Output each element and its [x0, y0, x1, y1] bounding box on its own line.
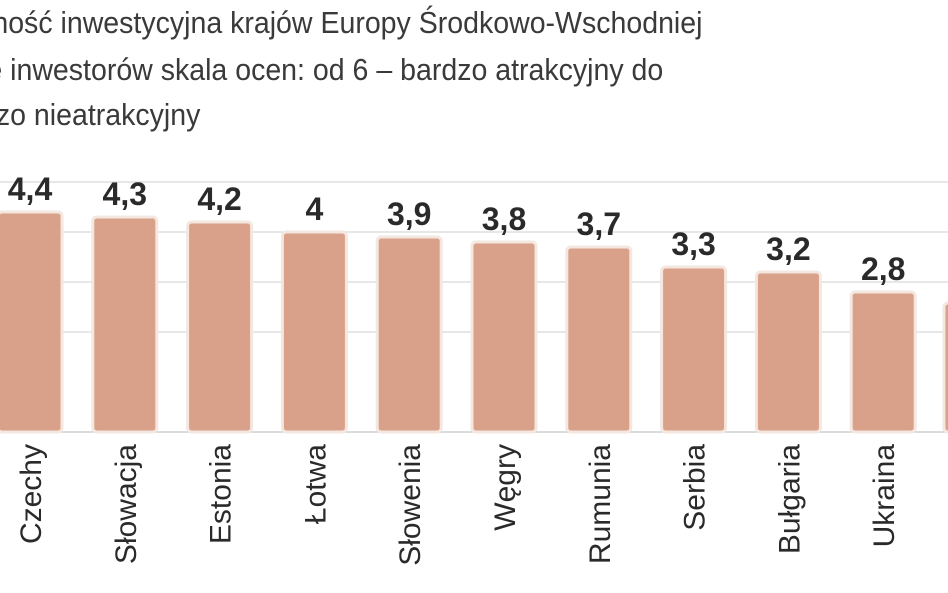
value-label: 4,2 [197, 181, 241, 217]
chart-title-line-1: jność inwestycyjna krajów Europy Środkow… [0, 5, 703, 40]
value-label: 3,2 [766, 231, 810, 267]
chart-title: jność inwestycyjna krajów Europy Środkow… [0, 0, 948, 140]
value-label: 4,4 [8, 171, 53, 207]
chart-title-line-2: ie inwestorów skala ocen: od 6 – bardzo … [0, 52, 664, 87]
value-label: 3,7 [577, 206, 621, 242]
category-label: Rumunia [584, 444, 617, 564]
category-label: Serbia [679, 444, 712, 531]
bar [375, 235, 443, 434]
value-label: 4,3 [103, 176, 147, 212]
category-label: Łotwa [299, 444, 332, 524]
bar [0, 210, 64, 434]
bar [849, 290, 917, 434]
bar [754, 270, 822, 434]
bar [565, 245, 633, 434]
value-label: 3,9 [387, 196, 431, 232]
category-label: Słowacja [110, 444, 143, 564]
bar [470, 240, 538, 434]
chart-title-line-3: dzo nieatrakcyjny [0, 97, 201, 132]
category-label: Estonia [205, 444, 238, 544]
value-label: 3,3 [671, 226, 715, 262]
bar [280, 230, 348, 434]
category-label: Ukraina [868, 444, 901, 548]
value-label: 2,8 [861, 251, 905, 287]
value-label: 4 [306, 191, 324, 227]
bar [660, 265, 728, 434]
category-label: Bułgaria [773, 444, 806, 554]
category-label: Węgry [489, 444, 522, 531]
bar [186, 220, 254, 434]
bar-partial [942, 301, 948, 434]
value-label: 3,8 [482, 201, 526, 237]
bar [91, 215, 159, 434]
category-label: Słowenia [394, 444, 427, 566]
category-label: Czechy [15, 444, 48, 544]
